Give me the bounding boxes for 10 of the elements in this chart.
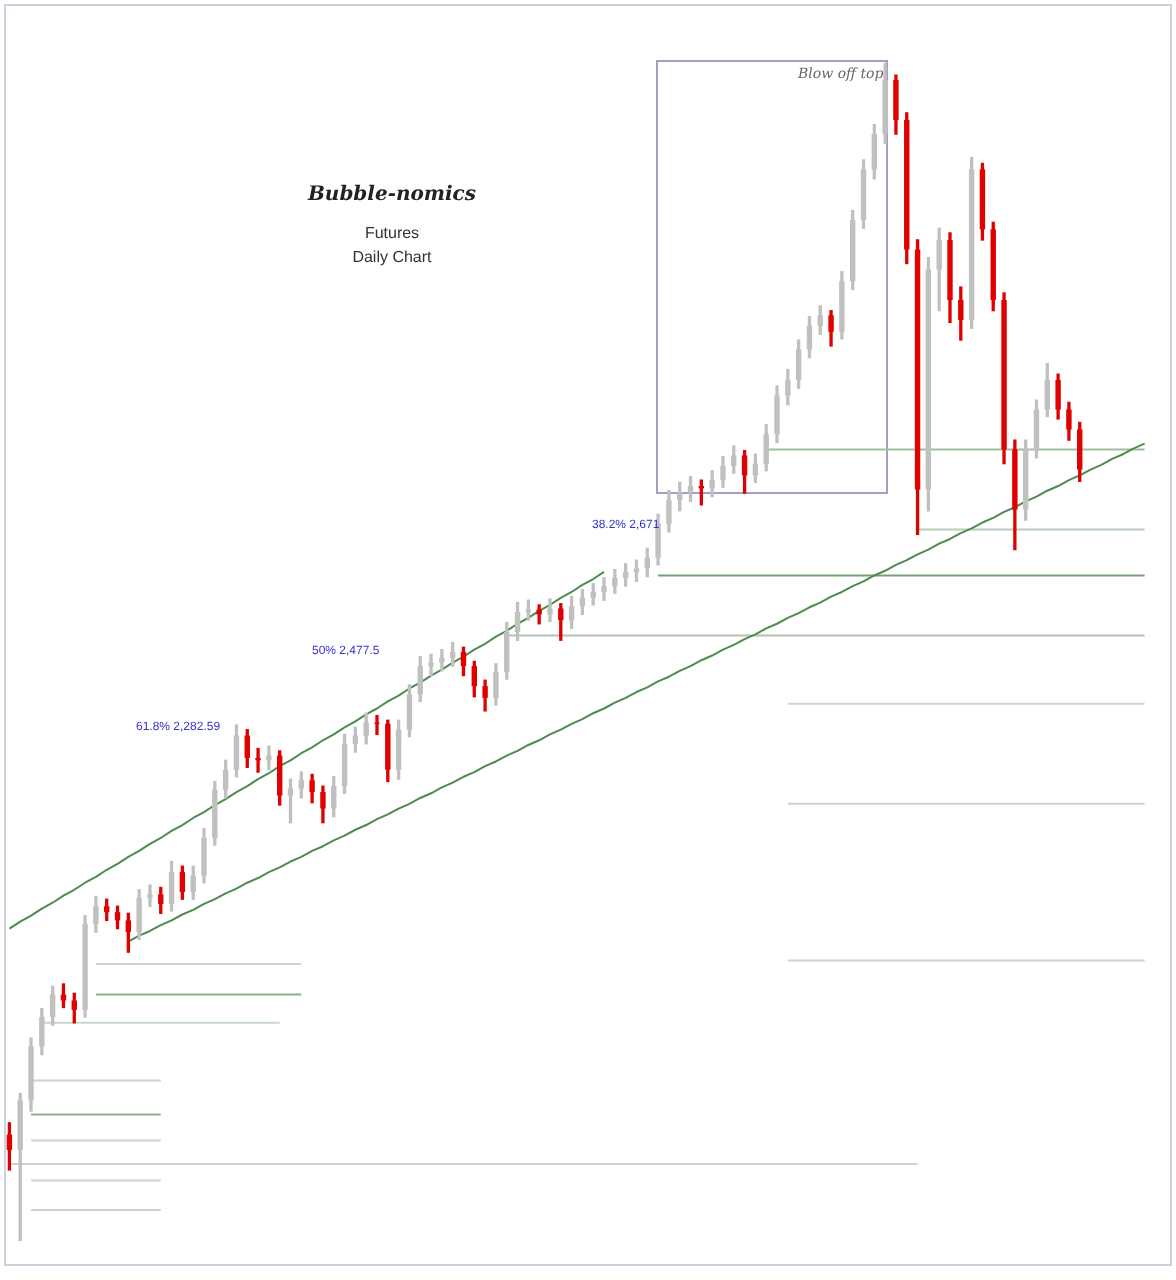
candlestick — [547, 598, 553, 623]
candlestick — [439, 648, 445, 672]
candlestick — [428, 653, 434, 677]
candlestick — [374, 714, 380, 736]
candlestick — [255, 747, 261, 773]
text: Futures Daily Chart — [350, 224, 434, 266]
candlestick — [266, 745, 272, 771]
candlestick — [147, 884, 153, 907]
text: Bubble-nomics — [305, 184, 479, 206]
candlestick — [601, 577, 607, 601]
